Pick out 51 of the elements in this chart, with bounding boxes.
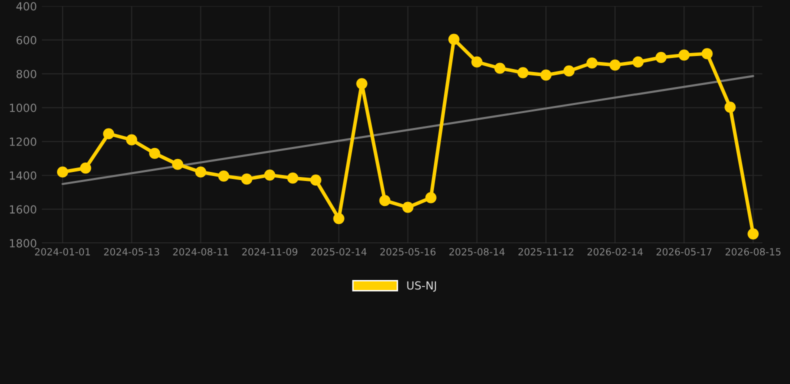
x-tick-label: 2024-08-11 bbox=[173, 248, 228, 256]
point bbox=[356, 78, 368, 90]
x-tick-label: 2026-08-15 bbox=[726, 248, 781, 256]
point bbox=[517, 67, 529, 78]
x-tick-label: 2025-02-14 bbox=[311, 248, 367, 256]
point bbox=[241, 174, 252, 185]
legend-label: US-NJ bbox=[407, 281, 436, 292]
point bbox=[748, 228, 759, 240]
point bbox=[80, 162, 92, 174]
y-tick-label: 1000 bbox=[10, 104, 36, 112]
point bbox=[494, 62, 506, 74]
y-tick-label: 800 bbox=[16, 70, 36, 78]
point bbox=[540, 69, 552, 81]
y-tick-label: 1800 bbox=[10, 239, 36, 248]
y-tick-label: 400 bbox=[16, 2, 36, 11]
point bbox=[702, 48, 713, 60]
point bbox=[563, 65, 575, 77]
point bbox=[195, 166, 206, 178]
x-tick-label: 2026-05-17 bbox=[656, 248, 712, 256]
point bbox=[586, 57, 598, 69]
point bbox=[609, 59, 621, 71]
x-tick-label: 2025-05-16 bbox=[380, 248, 436, 256]
point bbox=[149, 148, 160, 159]
point bbox=[632, 56, 644, 68]
point bbox=[333, 212, 344, 224]
point bbox=[448, 34, 460, 45]
y-tick-label: 1400 bbox=[10, 171, 36, 180]
point bbox=[287, 172, 298, 184]
point bbox=[103, 128, 114, 140]
x-tick-label: 2024-11-09 bbox=[242, 248, 298, 256]
point bbox=[425, 192, 436, 204]
point bbox=[471, 56, 482, 68]
point bbox=[218, 170, 230, 182]
x-tick-label: 2025-11-12 bbox=[518, 248, 574, 256]
point bbox=[126, 134, 138, 146]
point bbox=[678, 49, 690, 61]
point bbox=[264, 169, 276, 181]
x-tick-label: 2025-08-14 bbox=[449, 248, 505, 256]
x-tick-label: 2024-01-01 bbox=[35, 248, 90, 256]
point bbox=[57, 166, 68, 178]
point bbox=[402, 202, 414, 213]
point bbox=[310, 174, 322, 186]
y-tick-label: 600 bbox=[16, 36, 36, 44]
point bbox=[172, 158, 184, 170]
x-tick-label: 2024-05-13 bbox=[104, 248, 160, 256]
point bbox=[379, 195, 390, 206]
point bbox=[656, 52, 667, 63]
y-tick-label: 1200 bbox=[10, 138, 36, 146]
point bbox=[724, 102, 736, 113]
x-tick-label: 2026-02-14 bbox=[587, 248, 643, 256]
y-tick-label: 1600 bbox=[10, 205, 36, 214]
